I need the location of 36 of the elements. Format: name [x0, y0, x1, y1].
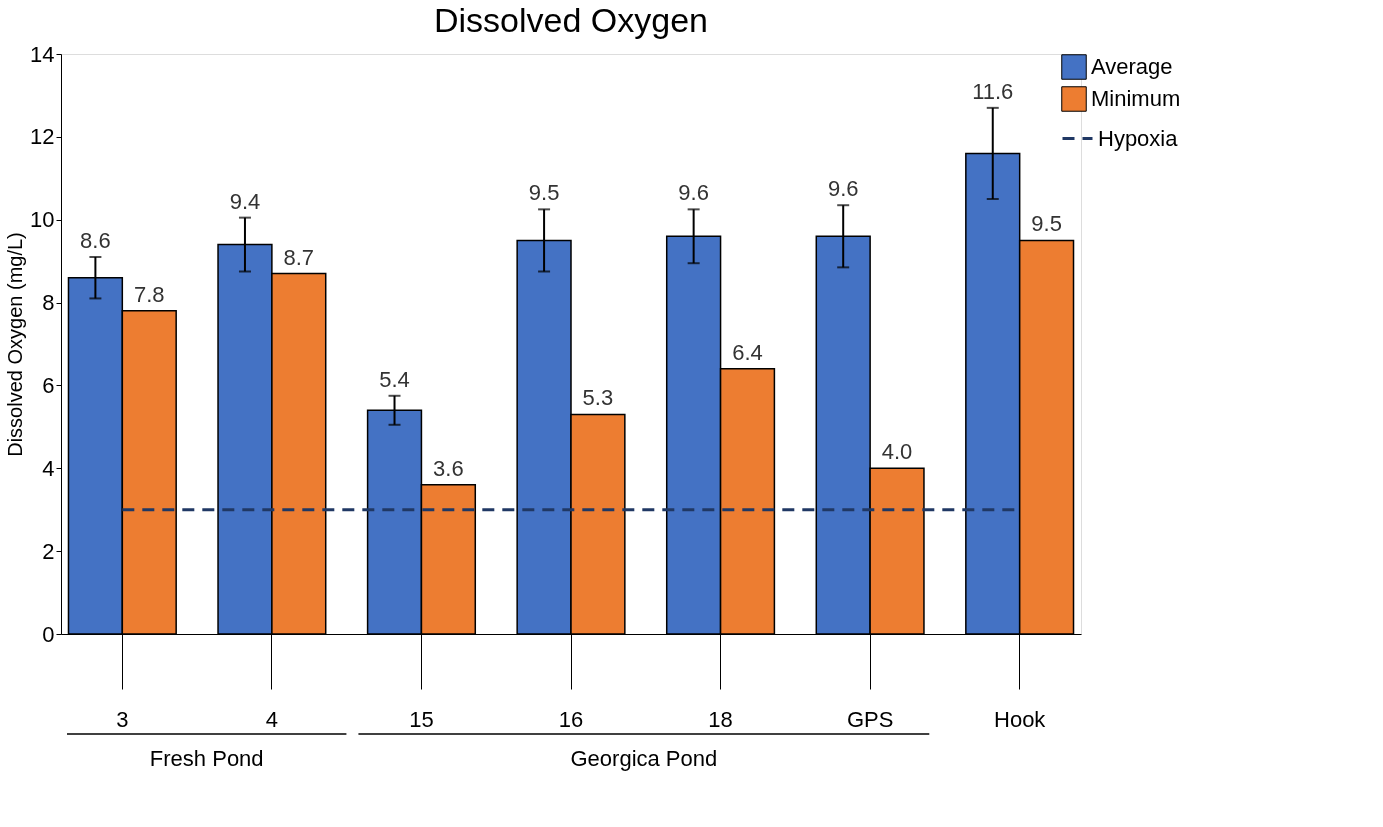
y-tick-label: 14 — [30, 41, 55, 67]
x-tick-label: 4 — [265, 706, 278, 732]
data-label: 5.4 — [379, 366, 410, 392]
data-label: 9.4 — [229, 188, 261, 214]
data-label: 8.7 — [283, 244, 315, 270]
y-tick-label: 6 — [42, 372, 55, 398]
x-tick-label: 18 — [708, 706, 733, 732]
data-label: 4.0 — [881, 439, 913, 465]
legend-label: Minimum — [1091, 86, 1181, 111]
chart-title: Dissolved Oxygen — [433, 1, 709, 39]
y-tick-label: 10 — [30, 207, 55, 233]
data-label: 6.4 — [732, 339, 763, 365]
x-tick-label: 15 — [409, 706, 434, 732]
data-label: 9.6 — [678, 180, 709, 206]
data-label: 7.8 — [133, 281, 165, 307]
data-label: 9.5 — [1031, 211, 1062, 237]
data-label: 9.6 — [827, 176, 859, 202]
data-label: 8.6 — [80, 228, 111, 253]
data-label: 3.6 — [433, 455, 464, 481]
y-tick-label: 4 — [42, 455, 55, 481]
text: Fresh Pond — [149, 746, 264, 771]
data-label: 11.6 — [972, 78, 1014, 104]
x-tick-label: 16 — [558, 706, 584, 732]
y-tick-label: 12 — [30, 124, 55, 150]
x-tick-label: Hook — [994, 706, 1047, 732]
y-tick-label: 2 — [42, 538, 55, 564]
x-tick-label: 3 — [116, 706, 129, 732]
data-label: 5.3 — [582, 385, 614, 411]
data-label: 9.5 — [528, 180, 560, 206]
x-tick-label: GPS — [846, 706, 894, 732]
text: Georgica Pond — [570, 746, 718, 771]
legend-label: Average — [1091, 54, 1173, 79]
legend-label: Hypoxia — [1098, 125, 1179, 151]
y-tick-label: 8 — [42, 290, 55, 316]
y-axis-title: Dissolved Oxygen (mg/L) — [4, 232, 27, 457]
y-tick-label: 0 — [42, 621, 55, 647]
